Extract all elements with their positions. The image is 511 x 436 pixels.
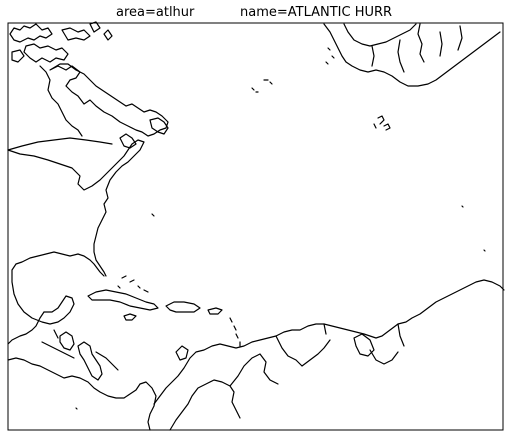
canary-islands — [325, 47, 335, 65]
south-america-coastline — [153, 279, 505, 405]
hudson-bay-coastline — [39, 65, 83, 137]
name-label: name=ATLANTIC HURR — [240, 5, 393, 20]
africa-borders — [371, 23, 463, 73]
central-america-coastline — [7, 357, 157, 431]
europe-coastline — [323, 23, 501, 87]
bermuda-island — [151, 213, 155, 217]
hispaniola-coastline — [165, 301, 201, 313]
yucatan-coastline — [7, 311, 45, 345]
newfoundland-coastline — [149, 117, 169, 135]
lesser-antilles — [229, 317, 241, 347]
map-title: area=atlhur name=ATLANTIC HURR — [0, 5, 511, 23]
canada-us-border — [7, 137, 113, 151]
central-america-borders — [41, 329, 119, 371]
us-east-coastline — [7, 139, 145, 277]
gulf-coastline — [11, 251, 105, 325]
cape-verde-islands — [373, 115, 391, 131]
labrador-coastline — [49, 63, 169, 137]
jamaica-coastline — [123, 313, 137, 321]
small-atlantic-islands — [75, 205, 486, 410]
south-america-borders — [169, 323, 405, 431]
area-label: area=atlhur — [116, 5, 195, 20]
puerto-rico-coastline — [207, 307, 223, 315]
map-frame — [7, 22, 504, 431]
arctic-islands-coastline — [9, 21, 113, 63]
iberia-coastline — [343, 23, 417, 47]
gulf-st-lawrence — [119, 133, 137, 149]
orinoco-delta — [353, 333, 375, 357]
cuba-coastline — [87, 289, 159, 311]
central-america-inner-coast — [59, 331, 103, 381]
bahamas-coastline — [117, 275, 149, 293]
lake-maracaibo — [175, 345, 189, 361]
azores-islands — [251, 79, 273, 93]
